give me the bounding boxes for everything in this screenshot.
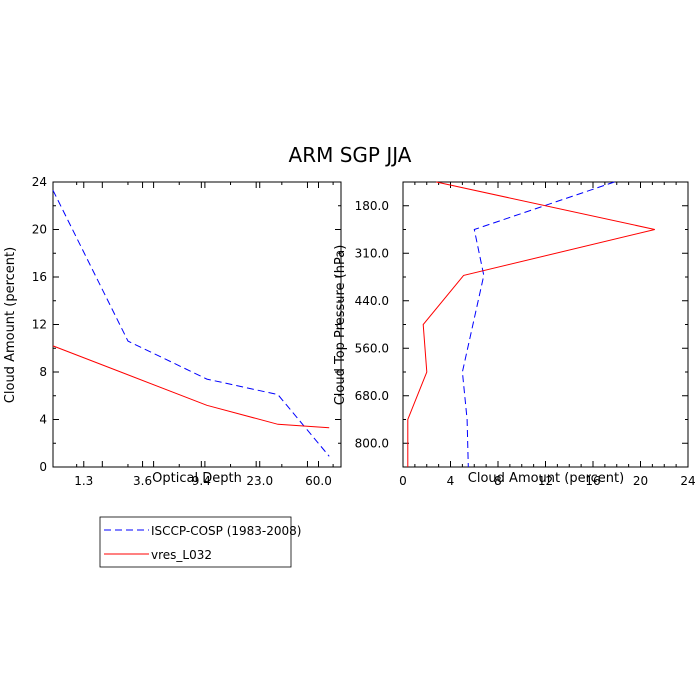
right-plot: Cloud Amount (percent) Cloud Top Pressur… — [333, 181, 696, 488]
left-y-tick-label: 20 — [32, 223, 47, 237]
right-series-model-line — [407, 181, 655, 467]
left-series-model-line — [52, 345, 330, 429]
right-y-tick-label: 180.0 — [355, 199, 389, 213]
right-x-tick-label: 24 — [680, 474, 695, 488]
right-series-isccp-line — [461, 181, 615, 468]
right-x-tick-label: 8 — [494, 474, 502, 488]
left-series-isccp-line — [52, 190, 330, 457]
right-y-tick-label: 560.0 — [355, 341, 389, 355]
right-x-tick-label: 4 — [447, 474, 455, 488]
legend-model-label: vres_L032 — [151, 548, 212, 562]
right-y-tick-label: 310.0 — [355, 246, 389, 260]
left-y-tick-label: 8 — [39, 365, 47, 379]
left-y-tick-label: 12 — [32, 318, 47, 332]
left-x-axis-label: Optical Depth — [152, 471, 242, 486]
left-y-tick-label: 0 — [39, 460, 47, 474]
legend: ISCCP-COSP (1983-2008) vres_L032 — [99, 516, 301, 568]
left-y-tick-label: 24 — [32, 175, 47, 189]
right-x-tick-label: 16 — [585, 474, 600, 488]
right-y-tick-label: 440.0 — [355, 294, 389, 308]
right-x-tick-label: 0 — [399, 474, 407, 488]
left-y-tick-label: 4 — [39, 413, 47, 427]
left-x-tick-label: 1.3 — [74, 474, 93, 488]
left-y-tick-label: 16 — [32, 270, 47, 284]
left-x-tick-label: 60.0 — [305, 474, 332, 488]
left-x-tick-label: 23.0 — [246, 474, 273, 488]
left-y-axis-label: Cloud Amount (percent) — [3, 247, 18, 403]
right-y-axis-label: Cloud Top Pressure (hPa) — [333, 245, 348, 406]
right-x-axis-label: Cloud Amount (percent) — [468, 471, 624, 486]
left-x-tick-label: 3.6 — [133, 474, 152, 488]
right-x-tick-label: 12 — [538, 474, 553, 488]
chart-title: ARM SGP JJA — [289, 143, 412, 167]
right-y-tick-label: 680.0 — [355, 389, 389, 403]
right-plot-frame — [402, 181, 689, 468]
left-plot: Optical Depth Cloud Amount (percent) 0 4 8… — [3, 175, 342, 488]
legend-isccp-label: ISCCP-COSP (1983-2008) — [151, 524, 301, 538]
right-x-tick-label: 20 — [633, 474, 648, 488]
right-y-tick-label: 800.0 — [355, 436, 389, 450]
left-x-tick-label: 9.4 — [192, 474, 211, 488]
left-plot-frame — [52, 181, 342, 468]
legend-box — [99, 516, 292, 568]
